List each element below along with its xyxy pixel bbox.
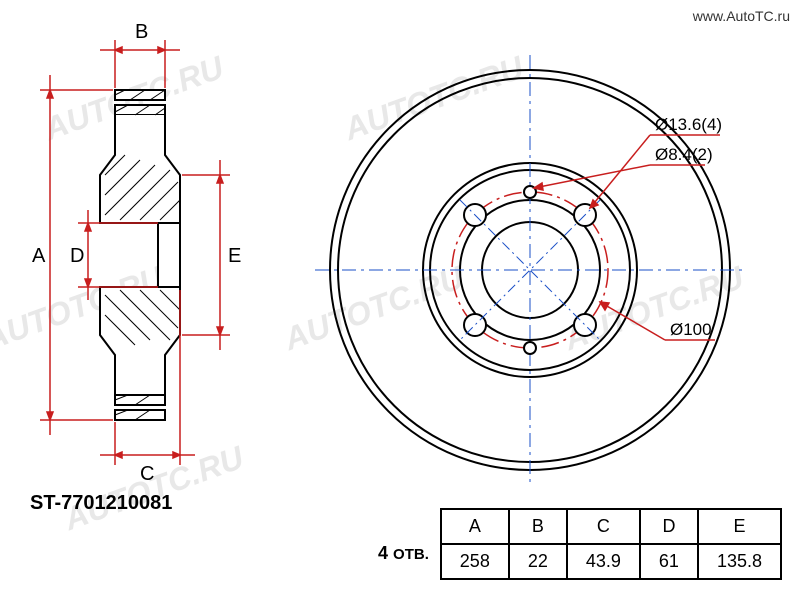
col-c: C xyxy=(567,509,640,544)
front-view: B A D E C xyxy=(10,20,290,490)
bolt-hole-label: Ø13.6(4) xyxy=(655,115,722,134)
holes-count: 4 ОТВ. xyxy=(378,543,429,564)
dim-label-d: D xyxy=(70,245,84,267)
col-e: E xyxy=(698,509,781,544)
val-e: 135.8 xyxy=(698,544,781,579)
col-a: A xyxy=(441,509,509,544)
col-b: B xyxy=(509,509,567,544)
val-a: 258 xyxy=(441,544,509,579)
dim-label-a: A xyxy=(32,245,46,267)
part-number: ST-7701210081 xyxy=(30,492,172,515)
side-view: Ø13.6(4) Ø8.4(2) Ø100 xyxy=(300,20,780,500)
spec-table: A B C D E 258 22 43.9 61 135.8 xyxy=(440,508,782,580)
table-value-row: 258 22 43.9 61 135.8 xyxy=(441,544,781,579)
pcd-label: Ø100 xyxy=(670,320,712,339)
dim-label-b: B xyxy=(135,21,148,43)
val-b: 22 xyxy=(509,544,567,579)
col-d: D xyxy=(640,509,698,544)
diagram-container: www.AutoTC.ru xyxy=(0,0,800,600)
val-d: 61 xyxy=(640,544,698,579)
dim-label-c: C xyxy=(140,463,154,485)
val-c: 43.9 xyxy=(567,544,640,579)
table-header-row: A B C D E xyxy=(441,509,781,544)
dim-label-e: E xyxy=(228,245,241,267)
pin-hole-label: Ø8.4(2) xyxy=(655,145,713,164)
